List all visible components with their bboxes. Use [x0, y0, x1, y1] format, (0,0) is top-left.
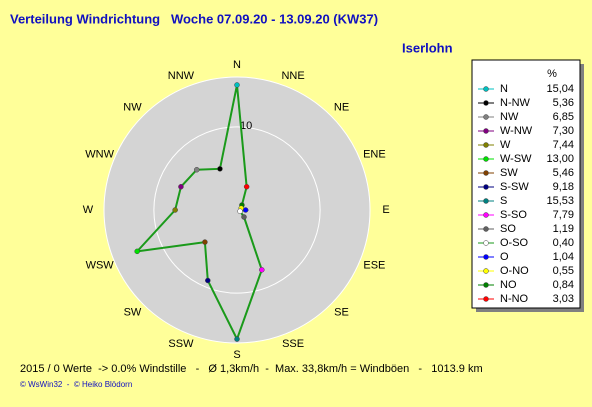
legend-name: N-NW: [500, 97, 531, 109]
direction-label: NNE: [281, 70, 304, 82]
wind-marker: [234, 336, 240, 342]
legend-title: %: [547, 68, 557, 80]
wind-marker: [243, 183, 250, 190]
legend-marker: [483, 282, 489, 288]
legend-value: 1,19: [553, 223, 574, 235]
wind-marker: [241, 214, 247, 220]
legend-marker: [483, 86, 489, 92]
legend-name: W: [500, 139, 511, 151]
direction-label: NW: [123, 101, 142, 113]
footer: 2015 / 0 Werte -> 0.0% Windstille - Ø 1,…: [20, 363, 483, 375]
legend-marker: [483, 198, 489, 204]
direction-label: SSE: [282, 338, 304, 350]
wind-marker: [172, 207, 178, 213]
legend-marker: [483, 296, 489, 302]
direction-label: S: [233, 349, 240, 361]
legend-value: 7,30: [553, 125, 574, 137]
direction-label: WNW: [85, 148, 114, 160]
legend-value: 15,04: [546, 83, 574, 95]
chart-title: Verteilung Windrichtung Woche 07.09.20 -…: [10, 11, 378, 26]
direction-label: SSW: [168, 338, 194, 350]
credits: © WsWin32 - © Heiko Blödorn: [20, 380, 132, 389]
wind-marker: [178, 184, 184, 190]
legend-marker: [483, 254, 489, 260]
legend-marker: [483, 100, 489, 106]
legend-name: N: [500, 83, 508, 95]
wind-marker: [217, 166, 223, 172]
legend-marker: [483, 184, 489, 190]
wind-marker: [237, 208, 243, 215]
legend-name: NW: [500, 111, 519, 123]
direction-label: ESE: [363, 259, 385, 271]
wind-marker: [242, 207, 249, 213]
legend-value: 5,36: [553, 97, 574, 109]
legend-value: 3,03: [553, 293, 574, 305]
legend-value: 0,84: [553, 279, 574, 291]
legend-value: 9,18: [553, 181, 574, 193]
legend-marker: [483, 170, 489, 176]
r-tick-label: 10: [240, 120, 252, 132]
radar-disk: [103, 76, 371, 344]
legend-value: 1,04: [553, 251, 574, 263]
legend-name: W-SW: [500, 153, 532, 165]
wind-marker: [134, 248, 140, 255]
direction-label: NNW: [168, 70, 195, 82]
legend-name: S: [500, 195, 507, 207]
legend-name: W-NW: [500, 125, 533, 137]
legend-name: SO: [500, 223, 516, 235]
legend-value: 7,44: [553, 139, 574, 151]
direction-label: N: [233, 59, 241, 71]
legend-value: 0,40: [553, 237, 574, 249]
direction-label: NE: [334, 101, 349, 113]
legend-marker: [483, 114, 489, 120]
direction-label: ENE: [363, 148, 386, 160]
wind-marker: [234, 82, 240, 88]
legend-name: O-SO: [500, 237, 529, 249]
legend-name: O: [500, 251, 509, 263]
legend-value: 6,85: [553, 111, 574, 123]
legend-value: 15,53: [546, 195, 574, 207]
legend-marker: [483, 240, 489, 246]
legend-value: 7,79: [553, 209, 574, 221]
legend-name: N-NO: [500, 293, 529, 305]
location: Iserlohn: [402, 40, 453, 55]
legend-marker: [483, 226, 489, 232]
wind-marker: [193, 166, 200, 173]
legend-value: 5,46: [553, 167, 574, 179]
legend-name: S-SW: [500, 181, 529, 193]
legend-name: S-SO: [500, 209, 527, 221]
legend-marker: [483, 156, 489, 162]
grid-ring: [153, 126, 321, 294]
legend-name: NO: [500, 279, 517, 291]
legend-name: O-NO: [500, 265, 529, 277]
legend-marker: [483, 142, 489, 148]
wind-marker: [205, 277, 211, 284]
legend-marker: [483, 212, 489, 218]
legend-value: 0,55: [553, 265, 574, 277]
legend-box: [471, 59, 581, 309]
direction-label: E: [382, 204, 389, 216]
direction-label: SW: [124, 306, 142, 318]
wind-marker: [259, 267, 265, 273]
legend-marker: [483, 128, 489, 134]
legend-value: 13,00: [546, 153, 574, 165]
legend-name: SW: [500, 167, 518, 179]
direction-label: WSW: [86, 259, 115, 271]
legend-marker: [483, 268, 489, 274]
wind-marker: [202, 239, 208, 245]
direction-label: W: [83, 204, 94, 216]
direction-label: SE: [334, 306, 349, 318]
